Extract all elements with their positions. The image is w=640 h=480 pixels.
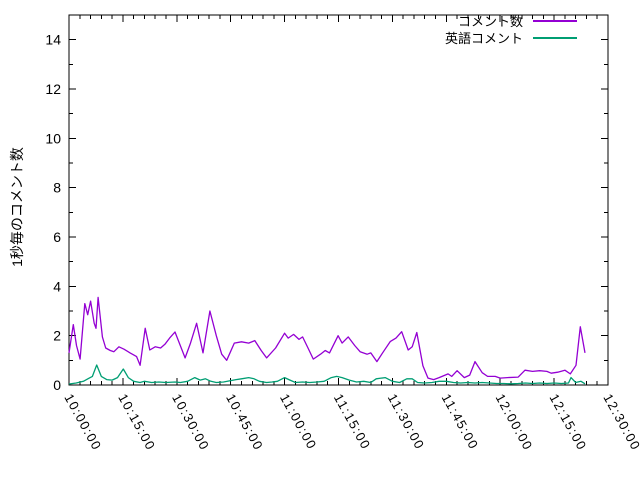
series-line-0 — [68, 296, 586, 381]
legend-label-comments: コメント数 — [457, 14, 523, 29]
x-tick-label: 11:00:00 — [277, 391, 320, 452]
x-tick-label: 11:45:00 — [439, 391, 482, 452]
x-tick-label: 10:00:00 — [61, 391, 104, 453]
legend-row-english-comments: 英語コメント — [445, 29, 577, 46]
x-tick-label: 10:15:00 — [115, 391, 158, 453]
x-tick-label: 10:30:00 — [169, 391, 212, 453]
x-tick-label: 10:45:00 — [223, 391, 266, 453]
y-axis-label: 1秒毎のコメント数 — [9, 147, 25, 267]
legend: コメント数 英語コメント — [445, 12, 577, 46]
plot-border — [68, 14, 609, 386]
x-tick-label: 12:00:00 — [493, 391, 536, 453]
y-tick-label: 10 — [45, 130, 61, 146]
y-tick-label: 6 — [53, 229, 61, 245]
axis-ticks — [68, 15, 609, 386]
y-tick-label: 0 — [53, 377, 61, 393]
legend-row-comments: コメント数 — [445, 12, 577, 29]
y-tick-label: 8 — [53, 180, 61, 196]
series-line-1 — [68, 364, 586, 385]
y-tick-label: 4 — [53, 278, 61, 294]
y-tick-label: 14 — [45, 32, 61, 48]
x-tick-label: 11:30:00 — [385, 391, 428, 452]
legend-line-sample-comments — [533, 19, 577, 22]
y-tick-label: 12 — [45, 81, 61, 97]
x-tick-label: 12:15:00 — [546, 391, 589, 453]
legend-line-sample-english-comments — [533, 36, 577, 39]
x-tick-label: 12:30:00 — [600, 391, 640, 453]
x-tick-label: 11:15:00 — [331, 391, 374, 452]
legend-label-english-comments: 英語コメント — [444, 31, 523, 46]
y-tick-label: 2 — [53, 328, 61, 344]
